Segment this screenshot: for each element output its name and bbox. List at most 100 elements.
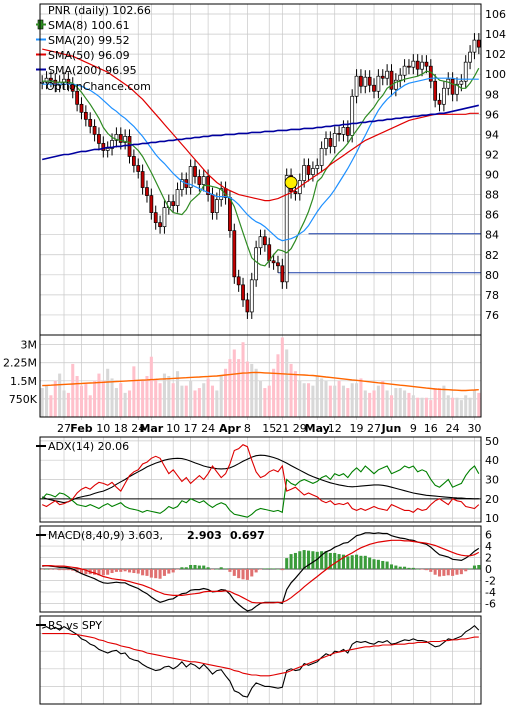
candle-body <box>197 176 202 185</box>
macd-histogram-bar <box>468 568 472 569</box>
macd-histogram-bar <box>62 569 66 571</box>
volume-tick-label: 2.25M <box>3 357 37 370</box>
macd-histogram-bar <box>368 557 372 569</box>
macd-histogram-bar <box>180 567 184 569</box>
volume-bar <box>464 395 468 417</box>
adx-tick-label: 30 <box>485 474 499 487</box>
macd-histogram-bar <box>355 554 359 569</box>
candle-body <box>110 140 114 149</box>
candle-body <box>262 236 267 246</box>
macd-histogram-bar <box>459 569 463 575</box>
volume-bar <box>53 380 57 417</box>
volume-bar <box>62 390 66 417</box>
macd-histogram-bar <box>49 569 53 570</box>
macd-histogram-bar <box>263 568 267 569</box>
candle-body <box>40 81 45 84</box>
candle-body <box>123 136 128 143</box>
date-tick-label: 24 <box>131 422 145 435</box>
volume-bar <box>372 390 376 417</box>
volume-bar <box>333 385 337 417</box>
volume-bar <box>355 383 359 417</box>
adx-panel: 10 20 30 40 50 ADX(14) 20.06 <box>36 435 499 525</box>
volume-bar <box>368 392 372 417</box>
date-tick-label: 17 <box>184 422 198 435</box>
macd-histogram-bar <box>197 565 201 569</box>
volume-bar <box>136 380 140 417</box>
volume-bar <box>132 366 136 417</box>
candle-body <box>158 222 162 228</box>
price-tick-label: 88 <box>485 189 499 202</box>
macd-histogram-bar <box>359 555 363 569</box>
candle-body <box>241 284 245 301</box>
macd-histogram-bar <box>372 559 376 569</box>
macd-tick-label: 4 <box>485 540 492 553</box>
price-tick-label: 94 <box>485 128 499 141</box>
macd-histogram-bar <box>171 569 175 573</box>
candle-body <box>219 188 224 200</box>
candle-body <box>97 134 101 144</box>
macd-histogram-bar <box>119 569 123 572</box>
date-tick-label: May <box>305 422 330 435</box>
date-tick-label: 12 <box>328 422 342 435</box>
volume-bar <box>210 385 214 417</box>
candle-body <box>127 136 132 157</box>
macd-histogram-bar <box>437 569 442 577</box>
volume-bar <box>272 368 276 417</box>
candle-body <box>258 236 263 249</box>
candle-body <box>468 51 472 63</box>
price-tick-label: 82 <box>485 249 499 262</box>
macd-histogram-bar <box>381 560 385 569</box>
volume-bar <box>145 376 149 417</box>
date-tick-label: 15 <box>262 422 276 435</box>
macd-histogram-bar <box>477 564 481 569</box>
volume-bar <box>202 383 206 417</box>
candle-body <box>101 143 106 151</box>
macd-histogram-bar <box>328 552 332 569</box>
macd-histogram-bar <box>206 567 210 569</box>
macd-histogram-bar <box>315 551 319 569</box>
macd-histogram-bar <box>442 569 446 576</box>
macd-value-label: 0.697 <box>230 529 265 542</box>
date-tick-label: Mar <box>139 422 163 435</box>
volume-bar <box>193 390 197 417</box>
candle-body <box>228 197 232 232</box>
macd-histogram-bar <box>320 551 324 569</box>
candle-body <box>293 191 298 194</box>
volume-bar <box>451 397 455 417</box>
volume-bar <box>167 376 171 417</box>
adx-tick-label: 20 <box>485 493 499 506</box>
date-tick-label: 10 <box>166 422 180 435</box>
watermark: OptionChance.com <box>46 80 151 93</box>
rs-panel: RS vs SPY <box>36 615 482 705</box>
candle-body <box>337 133 341 135</box>
volume-bar <box>267 385 271 417</box>
volume-bar <box>307 383 311 417</box>
price-tick-label: 102 <box>485 48 506 61</box>
candle-body <box>232 230 237 278</box>
macd-histogram-bar <box>40 569 44 570</box>
candle-body <box>188 166 193 188</box>
macd-histogram-bar <box>114 569 118 572</box>
volume-bar <box>84 383 88 417</box>
volume-bar <box>446 395 450 417</box>
candle-body <box>433 80 438 101</box>
volume-bar <box>472 390 476 417</box>
candle-body <box>236 276 241 286</box>
volume-bar <box>79 385 84 417</box>
macd-histogram-bar <box>219 567 223 569</box>
volume-bar <box>58 373 62 417</box>
candle-body <box>175 189 180 206</box>
volume-bar <box>302 383 306 417</box>
macd-histogram-bar <box>276 569 280 570</box>
volume-bar <box>285 349 289 417</box>
volume-bar <box>346 388 350 417</box>
macd-frame <box>39 525 482 613</box>
candle-body <box>450 78 455 95</box>
macd-histogram-bar <box>258 569 263 570</box>
volume-tick-label: 3M <box>21 339 38 352</box>
macd-histogram-bar <box>224 568 228 569</box>
candle-body <box>328 138 333 147</box>
volume-bar <box>241 342 245 417</box>
volume-bar <box>215 390 219 417</box>
